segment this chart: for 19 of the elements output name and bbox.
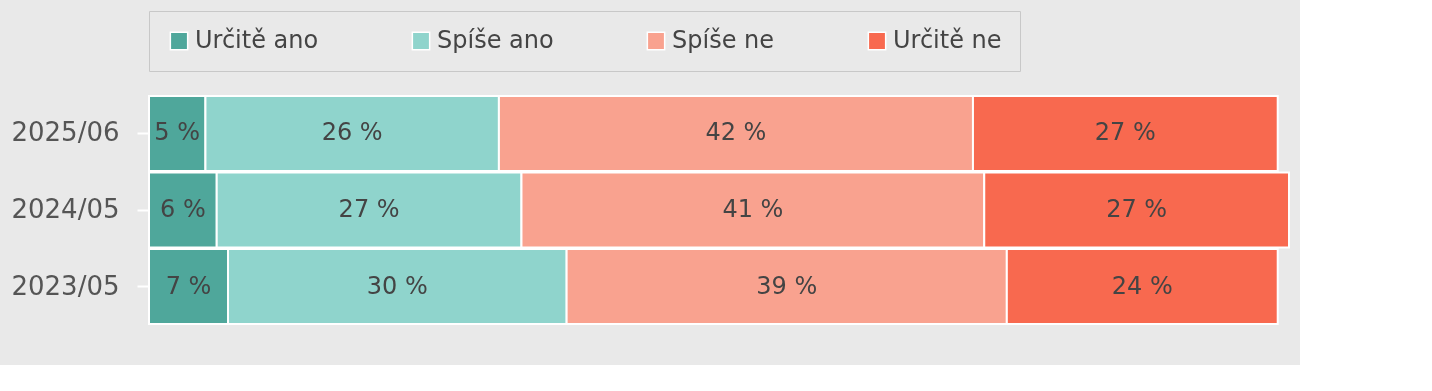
y-tick-label: 2024/05 [11, 194, 120, 224]
data-label: 24 % [1111, 271, 1173, 300]
data-label: 27 % [338, 195, 400, 223]
legend-label: Spíše ne [672, 26, 775, 54]
data-label: 27 % [1106, 195, 1168, 223]
y-tick-label: 2023/05 [11, 270, 120, 301]
data-label: 41 % [722, 195, 784, 223]
y-tick-label: 2025/06 [11, 117, 120, 148]
legend-label: Spíše ano [437, 26, 554, 54]
data-label: 30 % [366, 271, 428, 300]
data-label: 5 % [154, 118, 201, 147]
data-label: 26 % [321, 118, 383, 147]
data-label: 42 % [705, 118, 767, 147]
data-label: 39 % [756, 271, 818, 300]
legend-label: Určitě ano [195, 26, 319, 54]
data-label: 6 % [160, 195, 206, 223]
legend-label: Určitě ne [893, 26, 1002, 54]
data-label: 7 % [165, 271, 212, 300]
data-label: 27 % [1094, 118, 1156, 147]
